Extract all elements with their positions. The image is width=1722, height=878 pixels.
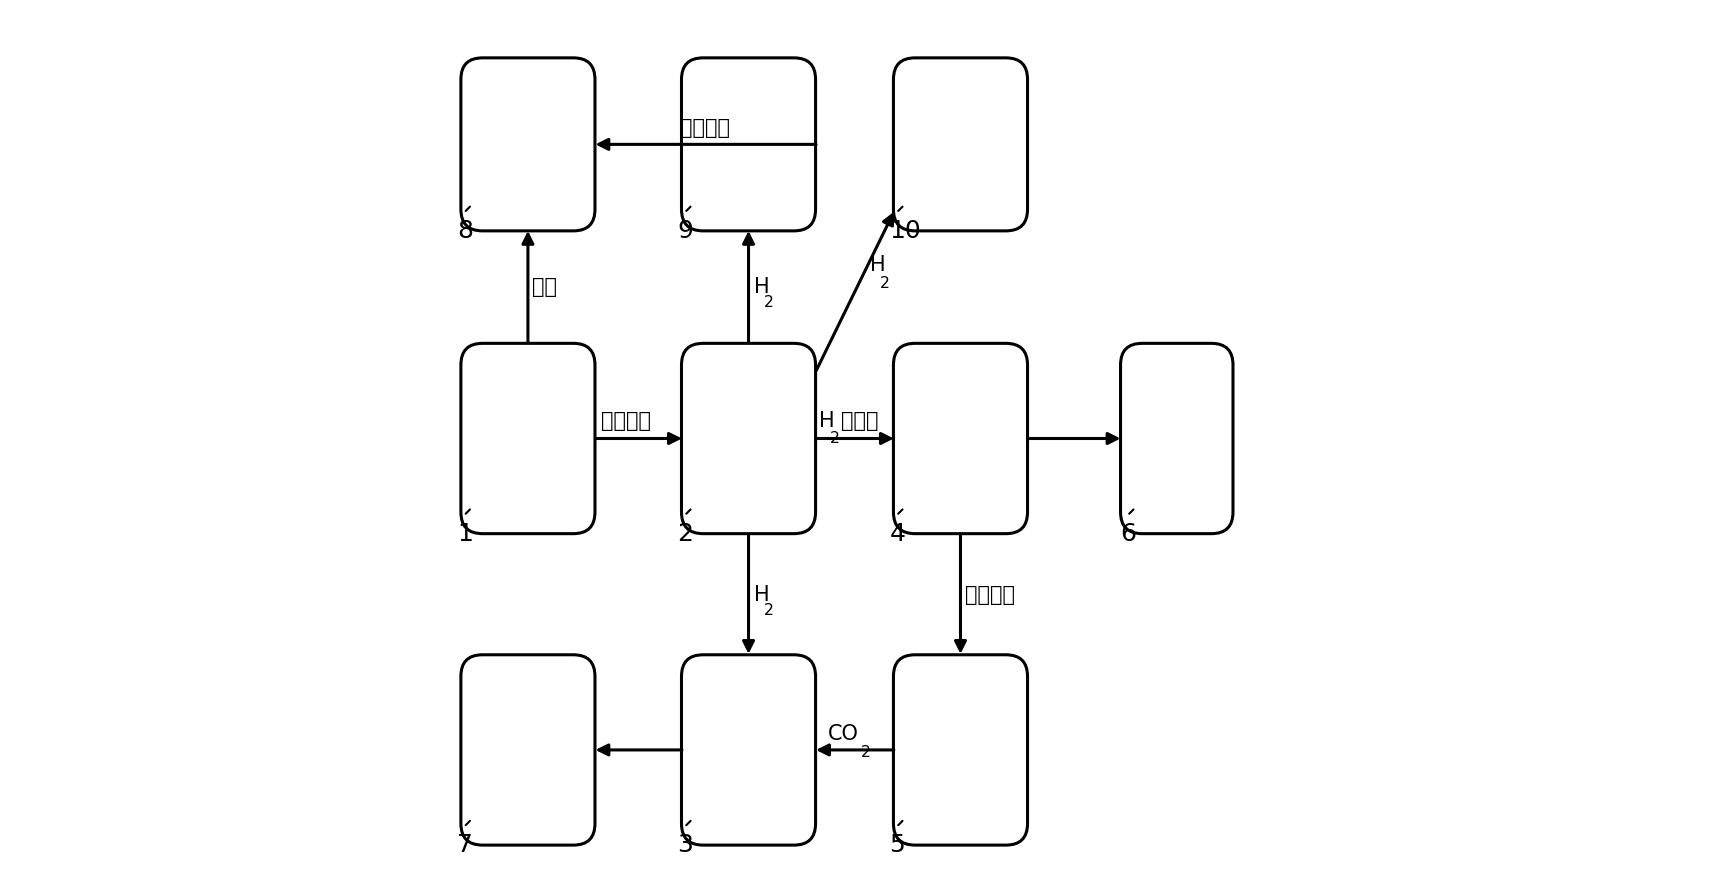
Text: 4: 4 — [890, 521, 906, 545]
Text: 2: 2 — [861, 744, 871, 759]
Text: H: H — [870, 255, 885, 275]
Text: 尾气处理: 尾气处理 — [964, 585, 1014, 605]
Text: 5: 5 — [890, 832, 906, 856]
FancyBboxPatch shape — [461, 344, 596, 534]
Text: 2: 2 — [765, 295, 775, 310]
Text: 供电供热: 供电供热 — [680, 119, 730, 138]
Text: H: H — [754, 585, 770, 605]
Text: 1: 1 — [456, 521, 474, 545]
Text: 替代煤: 替代煤 — [840, 410, 878, 430]
Text: 2: 2 — [830, 431, 840, 446]
Text: 10: 10 — [890, 219, 921, 242]
Text: 2: 2 — [880, 276, 890, 291]
Text: 2: 2 — [765, 602, 775, 617]
Text: 2: 2 — [677, 521, 694, 545]
Text: H: H — [754, 277, 770, 297]
Text: H: H — [820, 410, 835, 430]
FancyBboxPatch shape — [894, 59, 1028, 232]
FancyBboxPatch shape — [461, 59, 596, 232]
Text: 3: 3 — [677, 832, 694, 856]
FancyBboxPatch shape — [682, 655, 816, 846]
FancyBboxPatch shape — [894, 655, 1028, 846]
FancyBboxPatch shape — [1121, 344, 1233, 534]
FancyBboxPatch shape — [682, 59, 816, 232]
Text: 清洁电力: 清洁电力 — [601, 410, 651, 430]
FancyBboxPatch shape — [894, 344, 1028, 534]
FancyBboxPatch shape — [461, 655, 596, 846]
Text: 9: 9 — [677, 219, 694, 242]
Text: 7: 7 — [456, 832, 474, 856]
Text: CO: CO — [828, 723, 859, 743]
Text: 6: 6 — [1121, 521, 1137, 545]
FancyBboxPatch shape — [682, 344, 816, 534]
Text: 供电: 供电 — [532, 277, 558, 297]
Text: 8: 8 — [456, 219, 474, 242]
